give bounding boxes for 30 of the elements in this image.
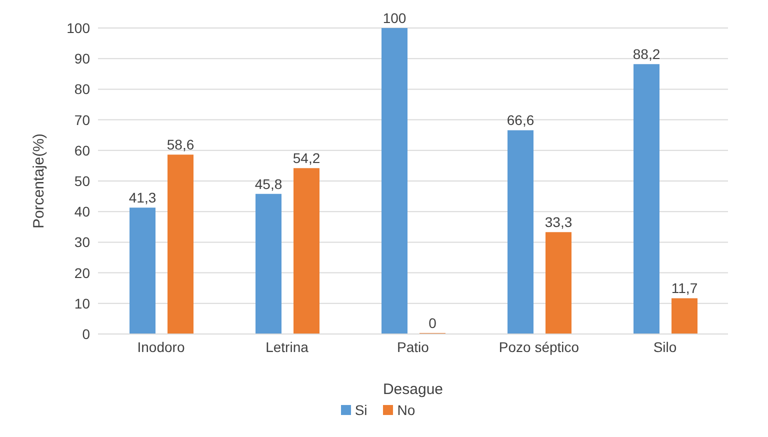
data-label: 88,2 xyxy=(632,46,660,62)
data-label: 58,6 xyxy=(166,136,194,153)
legend-label: Si xyxy=(354,402,368,418)
data-label: 33,3 xyxy=(544,214,572,230)
y-tick-label: 10 xyxy=(74,295,90,312)
y-tick-label: 0 xyxy=(82,326,90,342)
y-tick-label: 60 xyxy=(74,142,90,158)
y-tick-label: 90 xyxy=(74,50,90,67)
x-tick-label: Silo xyxy=(653,338,677,355)
y-axis-title: Porcentaje(%) xyxy=(30,133,48,229)
data-label: 100 xyxy=(382,10,406,26)
y-tick-label: 30 xyxy=(74,234,90,250)
y-tick-label: 100 xyxy=(66,20,90,36)
x-tick-label: Letrina xyxy=(266,338,309,355)
y-tick-label: 70 xyxy=(74,112,90,128)
data-label: 66,6 xyxy=(506,112,534,128)
data-label: 11,7 xyxy=(671,280,698,296)
y-tick-label: 80 xyxy=(74,81,90,98)
data-label: 54,2 xyxy=(292,150,320,166)
x-axis-title: Desague xyxy=(382,381,444,398)
data-label: 45,8 xyxy=(254,176,282,192)
x-tick-label: Inodoro xyxy=(137,338,185,355)
data-label: 41,3 xyxy=(128,190,156,206)
y-tick-label: 50 xyxy=(74,172,90,189)
y-tick-label: 40 xyxy=(74,204,90,220)
legend-label: No xyxy=(397,402,416,418)
x-tick-label: Patio xyxy=(397,338,430,355)
data-label: 0 xyxy=(428,315,437,331)
x-tick-label: Pozo séptico xyxy=(498,338,580,355)
y-tick-label: 20 xyxy=(74,264,90,281)
